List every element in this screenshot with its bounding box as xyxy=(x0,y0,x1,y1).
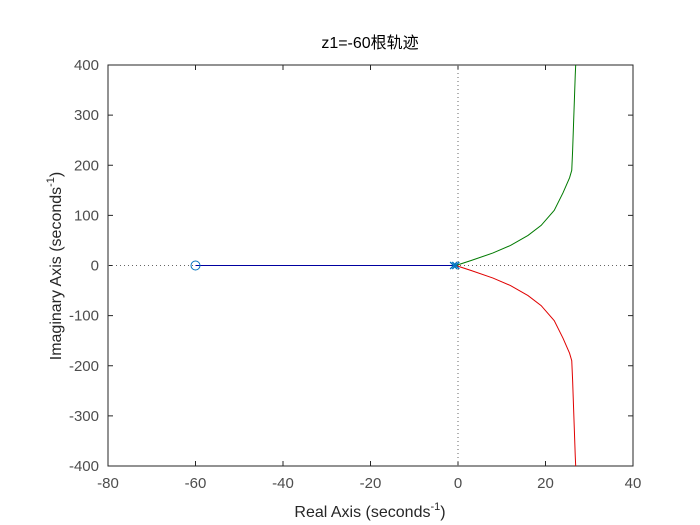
pole-zero-markers xyxy=(190,260,460,271)
x-tick-label: 40 xyxy=(625,475,642,492)
x-tick-label: -80 xyxy=(97,475,119,492)
y-tick-label: 400 xyxy=(74,57,99,74)
reference-lines xyxy=(108,65,633,466)
y-tick-label: 300 xyxy=(74,107,99,124)
zero-marker xyxy=(190,260,201,271)
x-tick-label: -40 xyxy=(272,475,294,492)
y-tick-label: 100 xyxy=(74,207,99,224)
pole-marker xyxy=(449,261,458,270)
y-axis-label-close: ) xyxy=(48,172,65,177)
y-axis-exponent: -1 xyxy=(45,177,57,187)
series-group xyxy=(195,64,577,467)
y-tick-label: 0 xyxy=(91,258,99,275)
chart-title: z1=-60根轨迹 xyxy=(321,34,418,52)
root-locus-branch-3 xyxy=(455,265,577,467)
x-axis-label-close: ) xyxy=(440,504,445,521)
x-tick-label: 20 xyxy=(537,475,554,492)
axis-ticks: -80 -60 -40 -20 0 20 40-400-300-200-1000100200… xyxy=(69,57,641,492)
y-axis-label: Imaginary Axis (seconds-1) xyxy=(45,172,65,361)
y-tick-label: -200 xyxy=(69,358,99,375)
y-tick-label: -300 xyxy=(69,408,99,425)
y-axis-label-text: Imaginary Axis (seconds xyxy=(48,187,65,360)
x-axis-label-text: Real Axis (seconds xyxy=(294,504,430,521)
x-tick-label: -60 xyxy=(185,475,207,492)
x-tick-label: 0 xyxy=(454,475,462,492)
x-tick-label: -20 xyxy=(360,475,382,492)
root-locus-branch-2 xyxy=(455,64,577,266)
x-axis-exponent: -1 xyxy=(430,501,440,513)
pole-marker xyxy=(451,261,460,270)
y-tick-label: -400 xyxy=(69,458,99,475)
y-tick-label: 200 xyxy=(74,157,99,174)
x-axis-label: Real Axis (seconds-1) xyxy=(294,501,445,521)
y-tick-label: -100 xyxy=(69,308,99,325)
